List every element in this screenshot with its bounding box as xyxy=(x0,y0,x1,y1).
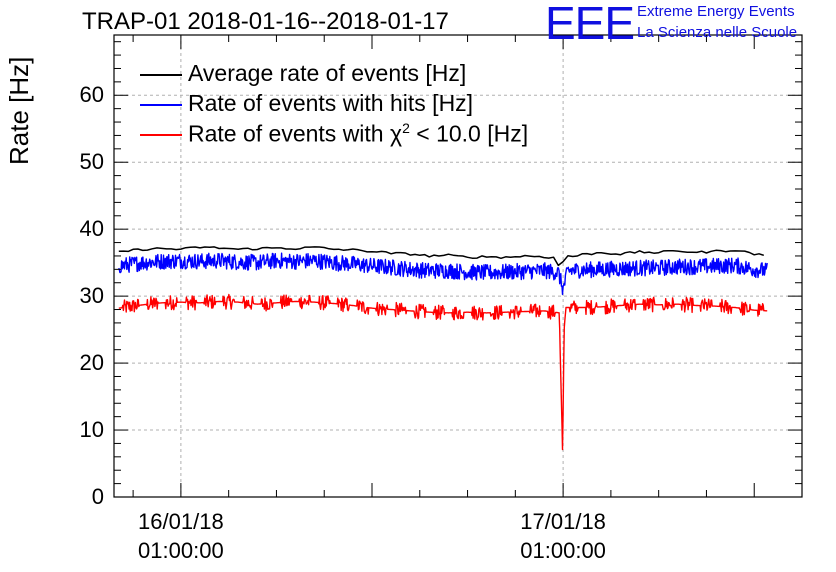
legend-label-average: Average rate of events [Hz] xyxy=(188,60,467,86)
y-tick-label: 0 xyxy=(91,484,104,509)
legend-label-hits: Rate of events with hits [Hz] xyxy=(188,90,474,116)
logo-line-2: La Scienza nelle Scuole xyxy=(637,24,798,41)
axis-ticks xyxy=(114,35,803,498)
plot-border xyxy=(113,34,803,498)
x-tick-date: 16/01/18 xyxy=(138,509,224,534)
y-axis-label: Rate [Hz] xyxy=(4,56,34,165)
y-tick-label: 50 xyxy=(79,149,104,175)
y-tick-label: 20 xyxy=(79,350,104,376)
legend-swatch-chi2 xyxy=(140,134,182,136)
plot-frame xyxy=(113,34,803,498)
series-line-1 xyxy=(118,252,768,295)
chart-title: TRAP-01 2018-01-16--2018-01-17 xyxy=(82,8,449,35)
logo-line-1: Extreme Energy Events xyxy=(637,3,795,20)
legend-label-chi2: Rate of events with χ2 < 10.0 [Hz] xyxy=(188,120,528,148)
series-layer xyxy=(118,246,768,451)
series-line-0 xyxy=(118,246,765,267)
eee-logo: EEE xyxy=(545,0,635,49)
legend-chi2-pre: Rate of events with xyxy=(188,120,390,147)
x-tick-label: 16/01/18 01:00:00 xyxy=(111,507,251,565)
x-tick-date: 17/01/18 xyxy=(520,509,606,534)
legend-swatch-average xyxy=(140,74,182,76)
y-tick-label: 10 xyxy=(79,417,104,443)
x-tick-time: 01:00:00 xyxy=(520,538,606,563)
y-tick-label: 30 xyxy=(79,283,104,309)
x-tick-time: 01:00:00 xyxy=(138,538,224,563)
x-tick-label: 17/01/18 01:00:00 xyxy=(493,507,633,565)
legend-chi-exponent: 2 xyxy=(402,120,410,136)
legend-chi2-post: < 10.0 [Hz] xyxy=(409,120,529,147)
legend-swatch-hits xyxy=(140,104,182,106)
series-line-2 xyxy=(118,293,768,451)
y-tick-label: 40 xyxy=(79,216,104,242)
legend-chi-symbol: χ xyxy=(390,120,403,147)
y-tick-label: 60 xyxy=(79,82,104,108)
